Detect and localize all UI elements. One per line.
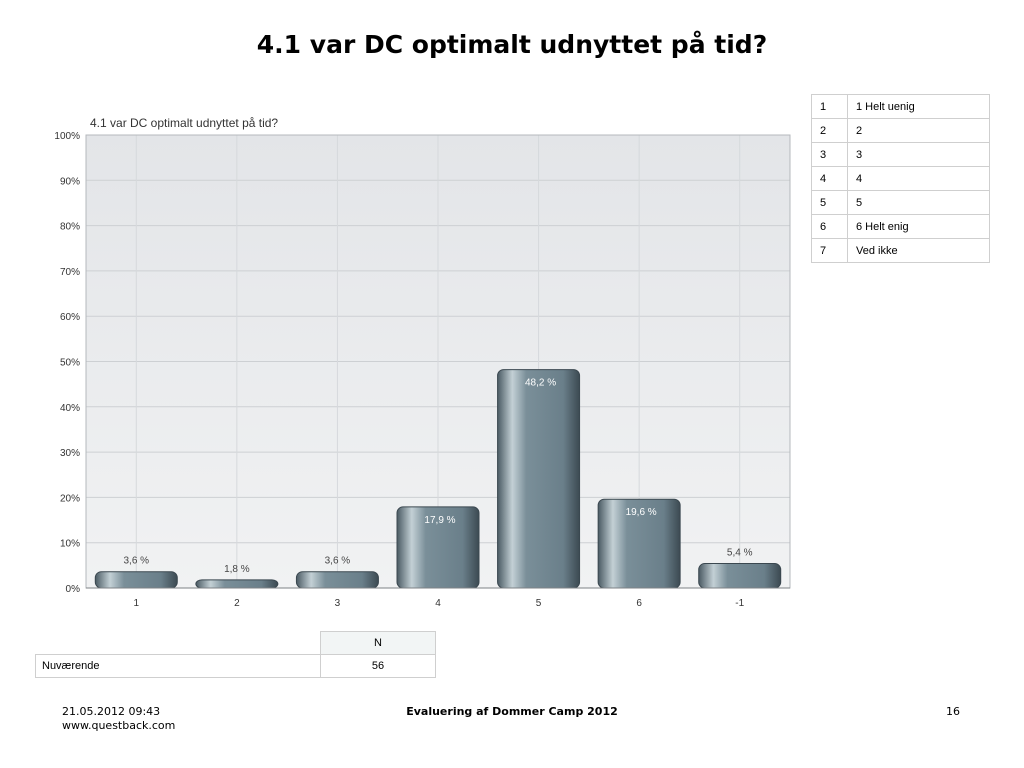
y-tick-label: 0% (66, 584, 81, 595)
x-tick-label: 4 (435, 598, 441, 609)
footer-center: Evaluering af Dommer Camp 2012 (406, 705, 618, 718)
y-tick-label: 20% (60, 493, 80, 504)
page-number: 16 (946, 705, 960, 718)
legend-code: 5 (811, 190, 848, 215)
legend-label: 5 (847, 190, 990, 215)
value-label: 19,6 % (626, 507, 657, 518)
y-tick-label: 90% (60, 176, 80, 187)
legend-label: 6 Helt enig (847, 214, 990, 239)
value-label: 48,2 % (525, 378, 556, 389)
legend-label: 2 (847, 118, 990, 143)
x-tick-label: -1 (735, 598, 744, 609)
bar-3 (295, 571, 379, 589)
summary-header: N (320, 631, 436, 655)
x-tick-label: 6 (636, 598, 642, 609)
bar-1 (94, 571, 178, 589)
legend-row: 7 Ved ikke (811, 238, 990, 263)
x-tick-label: 5 (536, 598, 542, 609)
legend-label: 3 (847, 142, 990, 167)
legend-code: 6 (811, 214, 848, 239)
x-tick-label: 2 (234, 598, 240, 609)
footer-left: 21.05.2012 09:43 www.questback.com (62, 705, 175, 733)
y-tick-label: 100% (54, 131, 80, 142)
bar--1 (698, 563, 782, 589)
y-tick-label: 30% (60, 448, 80, 459)
legend-label: Ved ikke (847, 238, 990, 263)
summary-value: 56 (320, 654, 436, 678)
y-tick-label: 50% (60, 358, 80, 369)
bar-5 (497, 369, 581, 589)
bar-2 (195, 579, 279, 589)
legend-label: 4 (847, 166, 990, 191)
value-label: 3,6 % (325, 556, 351, 567)
legend-code: 4 (811, 166, 848, 191)
footer-datetime: 21.05.2012 09:43 (62, 705, 161, 718)
y-tick-label: 40% (60, 403, 80, 414)
chart-title: 4.1 var DC optimalt udnyttet på tid? (90, 116, 279, 130)
legend-code: 3 (811, 142, 848, 167)
y-tick-label: 80% (60, 222, 80, 233)
y-tick-label: 10% (60, 539, 80, 550)
y-tick-label: 60% (60, 312, 80, 323)
footer-website: www.questback.com (62, 719, 176, 732)
x-tick-label: 3 (335, 598, 341, 609)
summary-table: N Nuværende 56 (35, 631, 436, 678)
value-label: 1,8 % (224, 564, 250, 575)
value-label: 17,9 % (424, 515, 455, 526)
legend-code: 1 (811, 94, 848, 119)
legend-code: 7 (811, 238, 848, 263)
slide-title: 4.1 var DC optimalt udnyttet på tid? (256, 30, 768, 59)
value-label: 3,6 % (123, 556, 149, 567)
legend-code: 2 (811, 118, 848, 143)
legend-label: 1 Helt uenig (847, 94, 990, 119)
x-tick-label: 1 (134, 598, 140, 609)
summary-row-label: Nuværende (35, 654, 321, 678)
value-label: 5,4 % (727, 548, 753, 559)
y-tick-label: 70% (60, 267, 80, 278)
